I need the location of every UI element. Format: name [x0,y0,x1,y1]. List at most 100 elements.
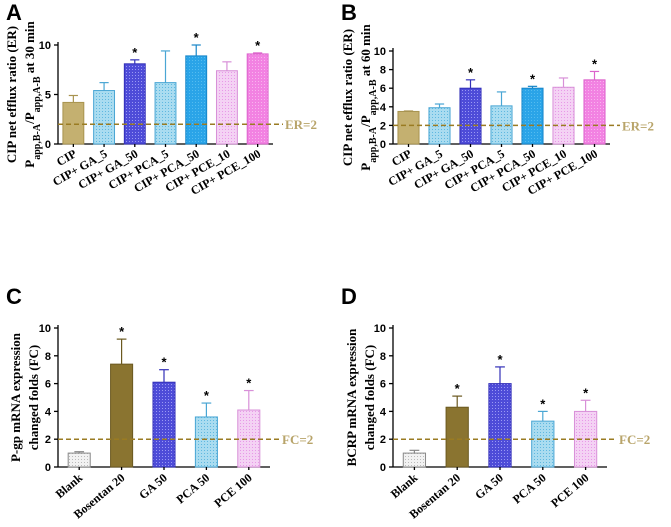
significance-star: * [468,65,474,80]
significance-star: * [246,376,252,391]
significance-star: * [583,385,589,400]
y-tick-label: 8 [45,351,51,363]
y-tick-label: 8 [380,65,386,77]
y-axis-title-line2: Papp,B-A/Papp,A-B at 60 min [358,23,379,170]
y-axis-title-line2-part-0: P [22,160,37,168]
y-axis-title-line2-part-2: /P [22,112,37,125]
bar [67,452,91,468]
y-tick-label: 4 [45,406,52,418]
bar [62,101,85,145]
y-axis-title-line2: changed folds (FC) [26,345,41,450]
y-axis-title-line1: CIP net efflux ratio (ER) [340,29,355,166]
y-tick-label: 2 [380,120,386,132]
significance-star: * [119,324,125,339]
significance-star: * [161,355,167,370]
reference-line-label: ER=2 [622,118,654,133]
x-category-label: GA 50 [136,471,170,503]
y-axis-title-line2-part-2: /P [358,115,373,128]
y-axis-title-line1: BCRP mRNA expression [344,328,359,466]
bar [445,406,469,468]
y-axis-title-line1-part-0: P-gp mRNA expression [8,332,23,462]
y-axis-title-line2-sub-1: app,B-A [368,126,379,163]
y-axis-title-line2-part-0: changed folds (FC) [26,345,41,450]
reference-line-label: FC=2 [619,432,650,447]
y-tick-label: 10 [39,40,51,52]
y-axis-title-line2-sub-3: app,A-B [368,79,379,115]
y-axis-title-line1: P-gp mRNA expression [8,332,23,462]
bar [93,90,116,145]
bar [397,110,420,145]
y-tick-label: 6 [380,379,386,391]
bar [215,70,238,145]
bar [110,363,134,468]
y-axis-title-line2-sub-3: app,A-B [32,76,43,112]
y-tick-label: 6 [45,379,51,391]
y-tick-label: 0 [45,462,51,474]
significance-star: * [255,38,261,53]
y-axis-title-line2: changed folds (FC) [362,345,377,450]
panel-label-b: B [341,0,357,25]
significance-star: * [497,352,503,367]
y-tick-label: 2 [45,434,51,446]
bar [428,107,451,145]
x-category-label: PCA 50 [510,471,549,507]
y-axis-title-line1-part-0: BCRP mRNA expression [344,328,359,466]
y-tick-label: 5 [45,90,51,102]
bar [246,53,269,145]
panel-c: C P-gp mRNA expression changed folds (FC) 0… [6,284,313,521]
y-tick-label: 10 [374,323,386,335]
y-axis-title-line2-part-0: changed folds (FC) [362,345,377,450]
significance-star: * [194,30,200,45]
y-tick-label: 8 [380,351,386,363]
y-tick-label: 0 [380,139,386,151]
y-axis-title-line1: CIP net efflux ratio (ER) [4,26,19,163]
y-axis-title-line2-part-4: at 30 min [22,20,37,76]
bar [194,416,218,468]
y-axis-title-line2-part-0: P [358,163,373,171]
y-tick-label: 4 [380,102,387,114]
x-category-label: PCE 100 [548,471,591,511]
bar [531,420,555,468]
x-category-label: Blank [53,470,86,501]
bar [154,82,177,145]
x-category-label: PCE 100 [211,471,254,511]
bar [152,381,176,468]
panel-label-c: C [6,284,22,309]
y-axis-title-line2-part-4: at 60 min [358,23,373,79]
reference-line-label: ER=2 [285,117,317,132]
panel-d: D BCRP mRNA expression changed folds (FC)0… [341,284,650,521]
bar [185,55,208,145]
bar [521,87,544,145]
bar [583,79,606,145]
y-axis-title-line1-part-0: CIP net efflux ratio (ER) [340,29,355,166]
y-tick-label: 4 [380,406,387,418]
panel-label-a: A [6,0,22,25]
panel-label-d: D [341,284,357,309]
y-axis-title-line1-part-0: CIP net efflux ratio (ER) [4,26,19,163]
y-axis-title-line2: Papp,B-A/Papp,A-B at 30 min [22,20,43,167]
x-category-label: Blank [388,470,421,501]
bar [123,63,146,145]
bar [237,409,261,468]
y-tick-label: 0 [45,139,51,151]
y-axis-title-line2-sub-1: app,B-A [32,123,43,160]
significance-star: * [455,381,461,396]
significance-star: * [530,71,536,86]
reference-line-label: FC=2 [282,432,313,447]
bar [488,383,512,468]
y-tick-label: 0 [380,462,386,474]
panel-b: B CIP net efflux ratio (ER)Papp,B-A/Papp,… [340,0,654,198]
bar [552,86,575,145]
y-tick-label: 10 [39,323,51,335]
significance-star: * [540,396,546,411]
x-category-label: GA 50 [472,471,506,503]
y-tick-label: 2 [380,434,386,446]
y-tick-label: 6 [380,83,386,95]
significance-star: * [132,45,138,60]
significance-star: * [592,56,598,71]
bar [402,452,427,468]
significance-star: * [204,388,210,403]
x-category-label: PCA 50 [173,471,212,507]
